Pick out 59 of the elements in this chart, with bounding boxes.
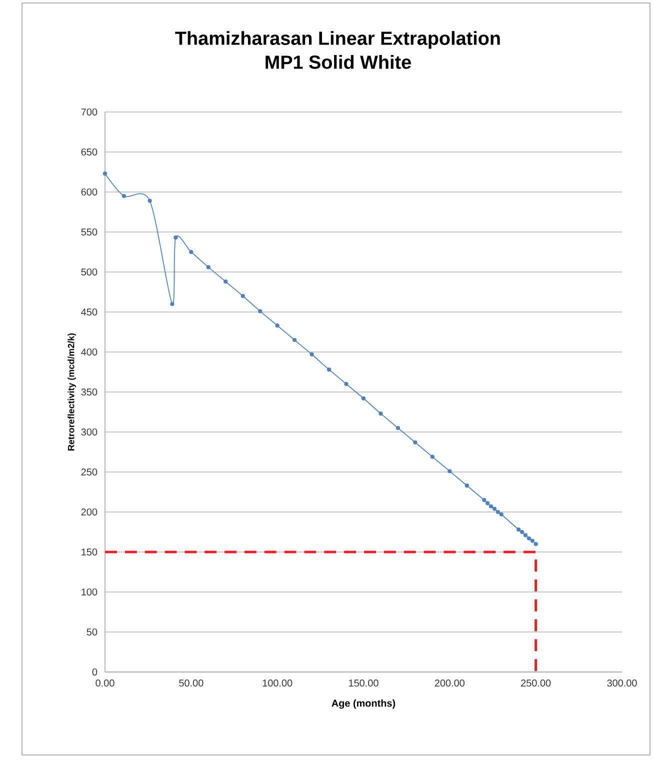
y-axis-title: Retroreflectivity (mcd/m2/k) <box>68 333 76 450</box>
y-tick-label: 0 <box>92 668 98 676</box>
point <box>396 426 400 430</box>
y-tick-label: 700 <box>81 108 98 116</box>
x-tick-label: 150.00 <box>349 680 378 687</box>
point <box>206 265 210 270</box>
point <box>240 294 245 298</box>
point <box>520 530 524 534</box>
y-tick-label: 650 <box>81 148 98 156</box>
x-tick-label: 300.00 <box>607 680 637 687</box>
point <box>344 382 348 386</box>
y-tick-label: 550 <box>81 228 98 236</box>
point <box>258 309 262 314</box>
point <box>224 280 228 284</box>
point <box>189 250 194 254</box>
y-tick-label: 200 <box>81 508 98 516</box>
x-axis-title: Age (months) <box>332 699 396 709</box>
point <box>292 338 297 342</box>
point <box>488 504 494 508</box>
x-tick-label: 100.00 <box>262 680 292 687</box>
y-tick-label: 50 <box>86 628 98 636</box>
point <box>516 528 521 532</box>
y-tick-label: 300 <box>81 428 98 436</box>
point <box>499 512 504 516</box>
point <box>310 352 314 356</box>
point <box>523 533 528 538</box>
y-tick-label: 500 <box>81 268 98 276</box>
point <box>482 498 486 502</box>
point <box>486 501 490 506</box>
point <box>430 454 434 459</box>
y-tick-label: 350 <box>81 388 98 396</box>
y-tick-label: 450 <box>81 308 98 316</box>
point <box>170 302 174 306</box>
y-tick-label: 250 <box>81 468 98 476</box>
x-tick-label: 200.00 <box>434 680 465 687</box>
point <box>492 506 497 511</box>
point <box>534 542 538 546</box>
point <box>413 440 418 444</box>
y-tick-label: 600 <box>81 188 98 196</box>
x-tick-label: 0.00 <box>96 680 114 687</box>
point <box>102 172 108 176</box>
point <box>326 368 332 372</box>
point <box>530 538 534 543</box>
y-tick-label: 100 <box>82 588 98 596</box>
chart-title: Thamizharasan Linear Extrapolation MP1 Solid White <box>175 31 500 69</box>
point <box>148 198 152 203</box>
point <box>174 236 178 240</box>
point <box>496 510 500 514</box>
point <box>526 536 531 540</box>
point <box>378 412 383 416</box>
y-tick-label: 400 <box>81 348 98 356</box>
x-tick-label: 50.00 <box>179 680 204 687</box>
point <box>275 324 280 328</box>
x-tick-label: 250.00 <box>521 680 551 687</box>
point <box>122 194 126 198</box>
y-tick-label: 150 <box>82 548 98 556</box>
point <box>448 469 452 474</box>
point <box>361 396 366 400</box>
point <box>464 484 469 488</box>
